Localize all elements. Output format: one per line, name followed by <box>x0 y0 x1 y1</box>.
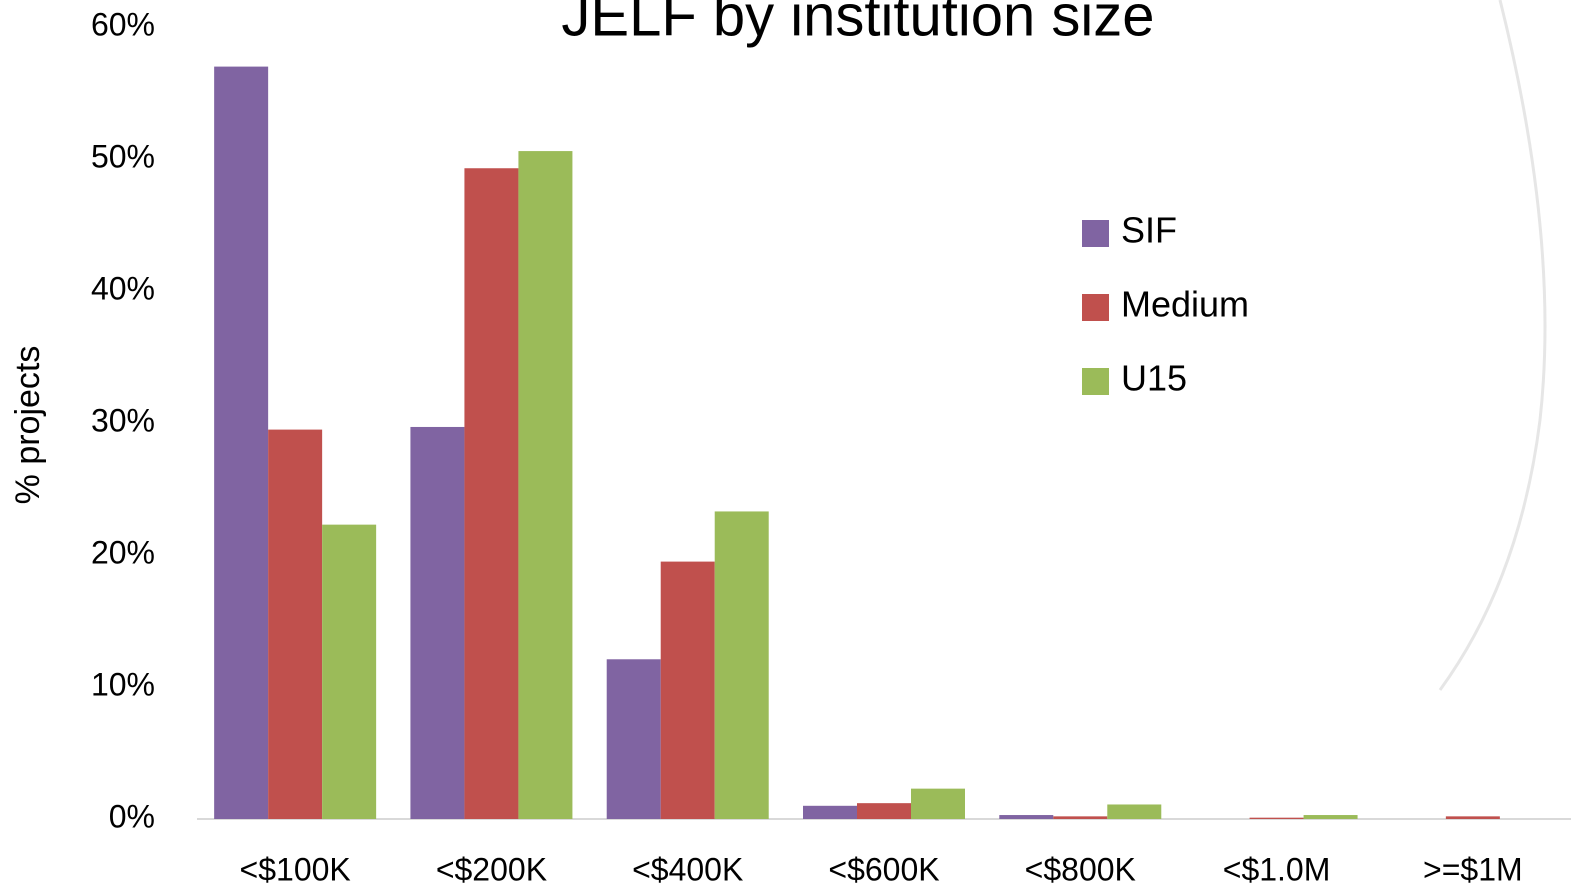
x-tick-label: <$1.0M <box>1223 851 1331 887</box>
bar <box>464 168 519 820</box>
bar <box>911 788 965 819</box>
x-tick-label: <$800K <box>1025 851 1136 887</box>
bar <box>714 511 769 819</box>
x-tick-label: >=$1M <box>1423 851 1523 887</box>
x-tick-label: <$100K <box>240 851 351 887</box>
bar <box>803 805 857 819</box>
bar <box>606 659 661 819</box>
y-tick-label: 60% <box>91 6 155 42</box>
legend-label: U15 <box>1121 358 1187 399</box>
bar <box>322 524 377 819</box>
legend-label: Medium <box>1121 284 1249 325</box>
y-tick-label: 30% <box>91 402 155 438</box>
x-tick-label: <$200K <box>436 851 547 887</box>
x-tick-label: <$600K <box>828 851 939 887</box>
bar <box>268 429 323 819</box>
bar <box>1445 816 1500 819</box>
bar <box>857 803 911 819</box>
legend-label: SIF <box>1121 210 1177 251</box>
decorative-arc <box>1438 0 1547 691</box>
bar <box>660 561 715 819</box>
y-axis-label: % projects <box>9 346 47 505</box>
legend-swatch <box>1082 294 1109 321</box>
y-tick-label: 0% <box>109 798 155 834</box>
bar <box>518 151 573 819</box>
bar <box>1303 815 1358 819</box>
chart-title: JELF by institution size <box>561 0 1154 48</box>
x-tick-label: <$400K <box>632 851 743 887</box>
bar <box>1053 816 1108 819</box>
bar <box>1107 804 1162 819</box>
bar <box>999 815 1054 819</box>
y-tick-label: 10% <box>91 666 155 702</box>
bar <box>410 426 465 819</box>
y-tick-label: 40% <box>91 270 155 306</box>
legend-swatch <box>1082 368 1109 395</box>
y-tick-label: 50% <box>91 138 155 174</box>
y-tick-label: 20% <box>91 534 155 570</box>
legend-swatch <box>1082 220 1109 247</box>
bar <box>1249 817 1304 819</box>
bar <box>214 66 269 820</box>
